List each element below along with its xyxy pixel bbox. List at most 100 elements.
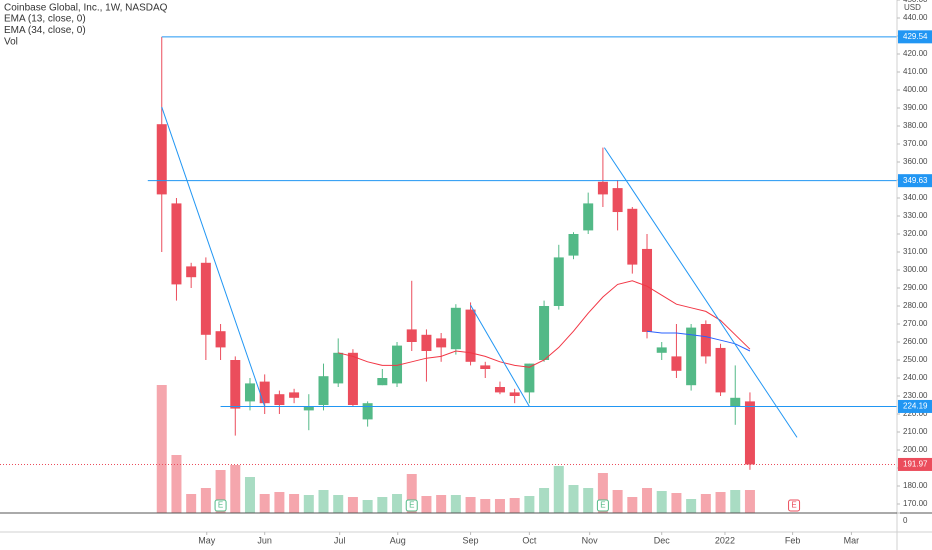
y-tick-label: 170.00 [903, 499, 928, 508]
y-tick-label: 400.00 [903, 85, 928, 94]
candle-body [524, 363, 535, 393]
y-tick-label: 390.00 [903, 103, 928, 112]
candle-body [333, 352, 344, 384]
volume-bar [171, 455, 182, 513]
trend-line [470, 304, 530, 407]
candle-body [421, 334, 432, 351]
y-tick-label: 380.00 [903, 121, 928, 130]
earnings-label: E [600, 501, 605, 510]
volume-bar [362, 500, 373, 513]
earnings-marker [596, 499, 609, 512]
candle-body [539, 306, 550, 360]
y-tick-label: 230.00 [903, 391, 928, 400]
volume-bar [553, 466, 564, 513]
legend-entry: EMA (13, close, 0) [4, 14, 86, 25]
volume-bar [597, 473, 608, 513]
candle-body [465, 309, 476, 362]
candle-body [171, 203, 182, 285]
volume-bar [406, 474, 417, 513]
volume-bar [465, 497, 476, 513]
volume-bar [509, 498, 520, 513]
candle-body [450, 307, 461, 350]
volume-bar [700, 494, 711, 513]
x-tick-label: Oct [522, 535, 537, 545]
price-badge-label: 224.19 [903, 402, 928, 411]
volume-bar [377, 497, 388, 513]
x-tick-label: Nov [582, 535, 599, 545]
y-tick-label: 290.00 [903, 283, 928, 292]
y-tick-label: 280.00 [903, 301, 928, 310]
last-price-label: 191.97 [903, 460, 928, 469]
candle-body [230, 360, 241, 409]
candle-body [553, 257, 564, 306]
candle-body [215, 331, 226, 348]
trend-line [603, 147, 798, 438]
candle-body [362, 403, 373, 420]
candle-body [259, 381, 270, 404]
candle-body [583, 203, 594, 231]
y-tick-label: 310.00 [903, 247, 928, 256]
candle-body [642, 248, 653, 332]
volume-bar [200, 488, 211, 513]
y-tick-label: 360.00 [903, 157, 928, 166]
y-tick-label: 250.00 [903, 355, 928, 364]
volume-bar [539, 488, 550, 513]
volume-bar [244, 477, 255, 513]
candle-body [303, 406, 314, 411]
volume-bar [480, 499, 491, 513]
y-tick-label: 330.00 [903, 211, 928, 220]
x-tick-label: Feb [785, 535, 801, 545]
y-tick-label: 200.00 [903, 445, 928, 454]
candle-body [627, 208, 638, 265]
y-tick-label: 180.00 [903, 481, 928, 490]
y-tick-label: 410.00 [903, 67, 928, 76]
ema-line [646, 330, 751, 352]
y-tick-label: 220.00 [903, 409, 928, 418]
candle-body [700, 324, 711, 357]
volume-bar [215, 470, 226, 513]
x-tick-label: Jul [334, 535, 346, 545]
candle-body [200, 262, 211, 335]
x-tick-label: 2022 [715, 535, 735, 545]
last-price-badge [898, 457, 932, 471]
candle-body [730, 397, 741, 407]
volume-bar [715, 492, 726, 513]
legend-entry: EMA (34, close, 0) [4, 25, 86, 36]
earnings-marker [788, 499, 801, 512]
volume-bar [450, 495, 461, 513]
volume-bar [392, 494, 403, 513]
price-badge-label: 429.54 [903, 32, 928, 41]
volume-bar [421, 496, 432, 513]
volume-bar [656, 491, 667, 513]
volume-bar [583, 488, 594, 513]
y-tick-label: 440.00 [903, 13, 928, 22]
x-tick-label: Aug [390, 535, 406, 545]
candle-body [715, 347, 726, 393]
price-badge [898, 399, 932, 413]
candle-body [656, 347, 667, 353]
y-tick-label: 420.00 [903, 49, 928, 58]
volume-bar [494, 499, 505, 513]
volume-bar [259, 494, 270, 513]
volume-bar [333, 495, 344, 513]
candle-body [406, 329, 417, 342]
currency-label: USD [904, 3, 921, 12]
candle-body [686, 327, 697, 386]
volume-bar [186, 494, 197, 513]
candle-body [480, 365, 491, 369]
volume-bar [436, 495, 447, 513]
candle-body [494, 387, 505, 393]
y-tick-label: 340.00 [903, 193, 928, 202]
candle-body [671, 356, 682, 371]
legend-volume: Vol [4, 37, 18, 48]
volume-bar [524, 496, 535, 513]
volume-bar [730, 490, 741, 513]
volume-bar [303, 495, 314, 513]
y-tick-label: 450.00 [903, 0, 928, 4]
volume-bar [627, 497, 638, 513]
earnings-label: E [791, 501, 796, 510]
volume-bar [289, 494, 300, 513]
volume-bar [744, 490, 755, 513]
x-tick-label: Sep [463, 535, 479, 545]
